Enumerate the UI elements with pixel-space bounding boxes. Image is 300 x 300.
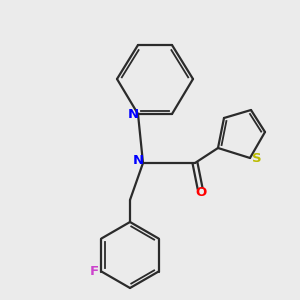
Text: N: N <box>132 154 144 167</box>
Text: N: N <box>128 107 139 121</box>
Text: O: O <box>195 185 207 199</box>
Text: S: S <box>252 152 262 164</box>
Text: F: F <box>90 265 99 278</box>
